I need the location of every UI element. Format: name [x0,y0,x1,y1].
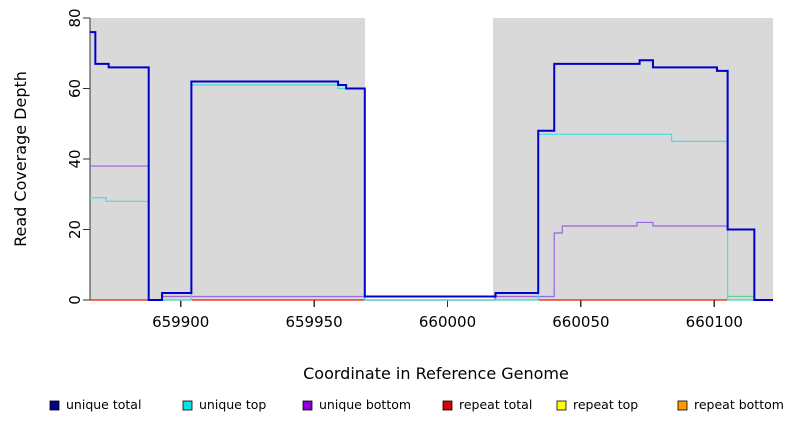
x-tick-label: 659950 [285,313,342,331]
shaded-regions [90,18,773,300]
data-traces [90,31,773,301]
legend-label: repeat bottom [694,397,784,412]
repeat-region-left [90,18,365,300]
legend-swatch [302,400,313,411]
y-tick-label: 40 [66,149,84,168]
legend-swatch [677,400,688,411]
legend-swatch [49,400,60,411]
y-tick-label: 20 [66,220,84,239]
x-axis-title: Coordinate in Reference Genome [303,364,569,383]
repeat-region-right [492,18,773,300]
legend-swatch [556,400,567,411]
legend: unique total unique top unique bottom repea… [49,397,784,412]
legend-swatch [442,400,453,411]
x-tick-label: 660000 [419,313,476,331]
legend-label: repeat total [459,397,532,412]
y-axis-title: Read Coverage Depth [11,71,30,247]
x-tick-label: 660100 [686,313,743,331]
y-tick-label: 80 [66,8,84,27]
tick-labels: 0 20 40 60 80 659900 659950 660000 660050 660100 [66,8,743,331]
x-tick-label: 660050 [552,313,609,331]
legend-label: unique bottom [319,397,411,412]
x-tick-label: 659900 [152,313,209,331]
legend-swatch [182,400,193,411]
legend-label: unique total [66,397,141,412]
legend-label: unique top [199,397,266,412]
legend-label: repeat top [573,397,638,412]
trace-unique-total [90,31,773,301]
y-tick-label: 60 [66,79,84,98]
y-tick-label: 0 [66,295,84,305]
